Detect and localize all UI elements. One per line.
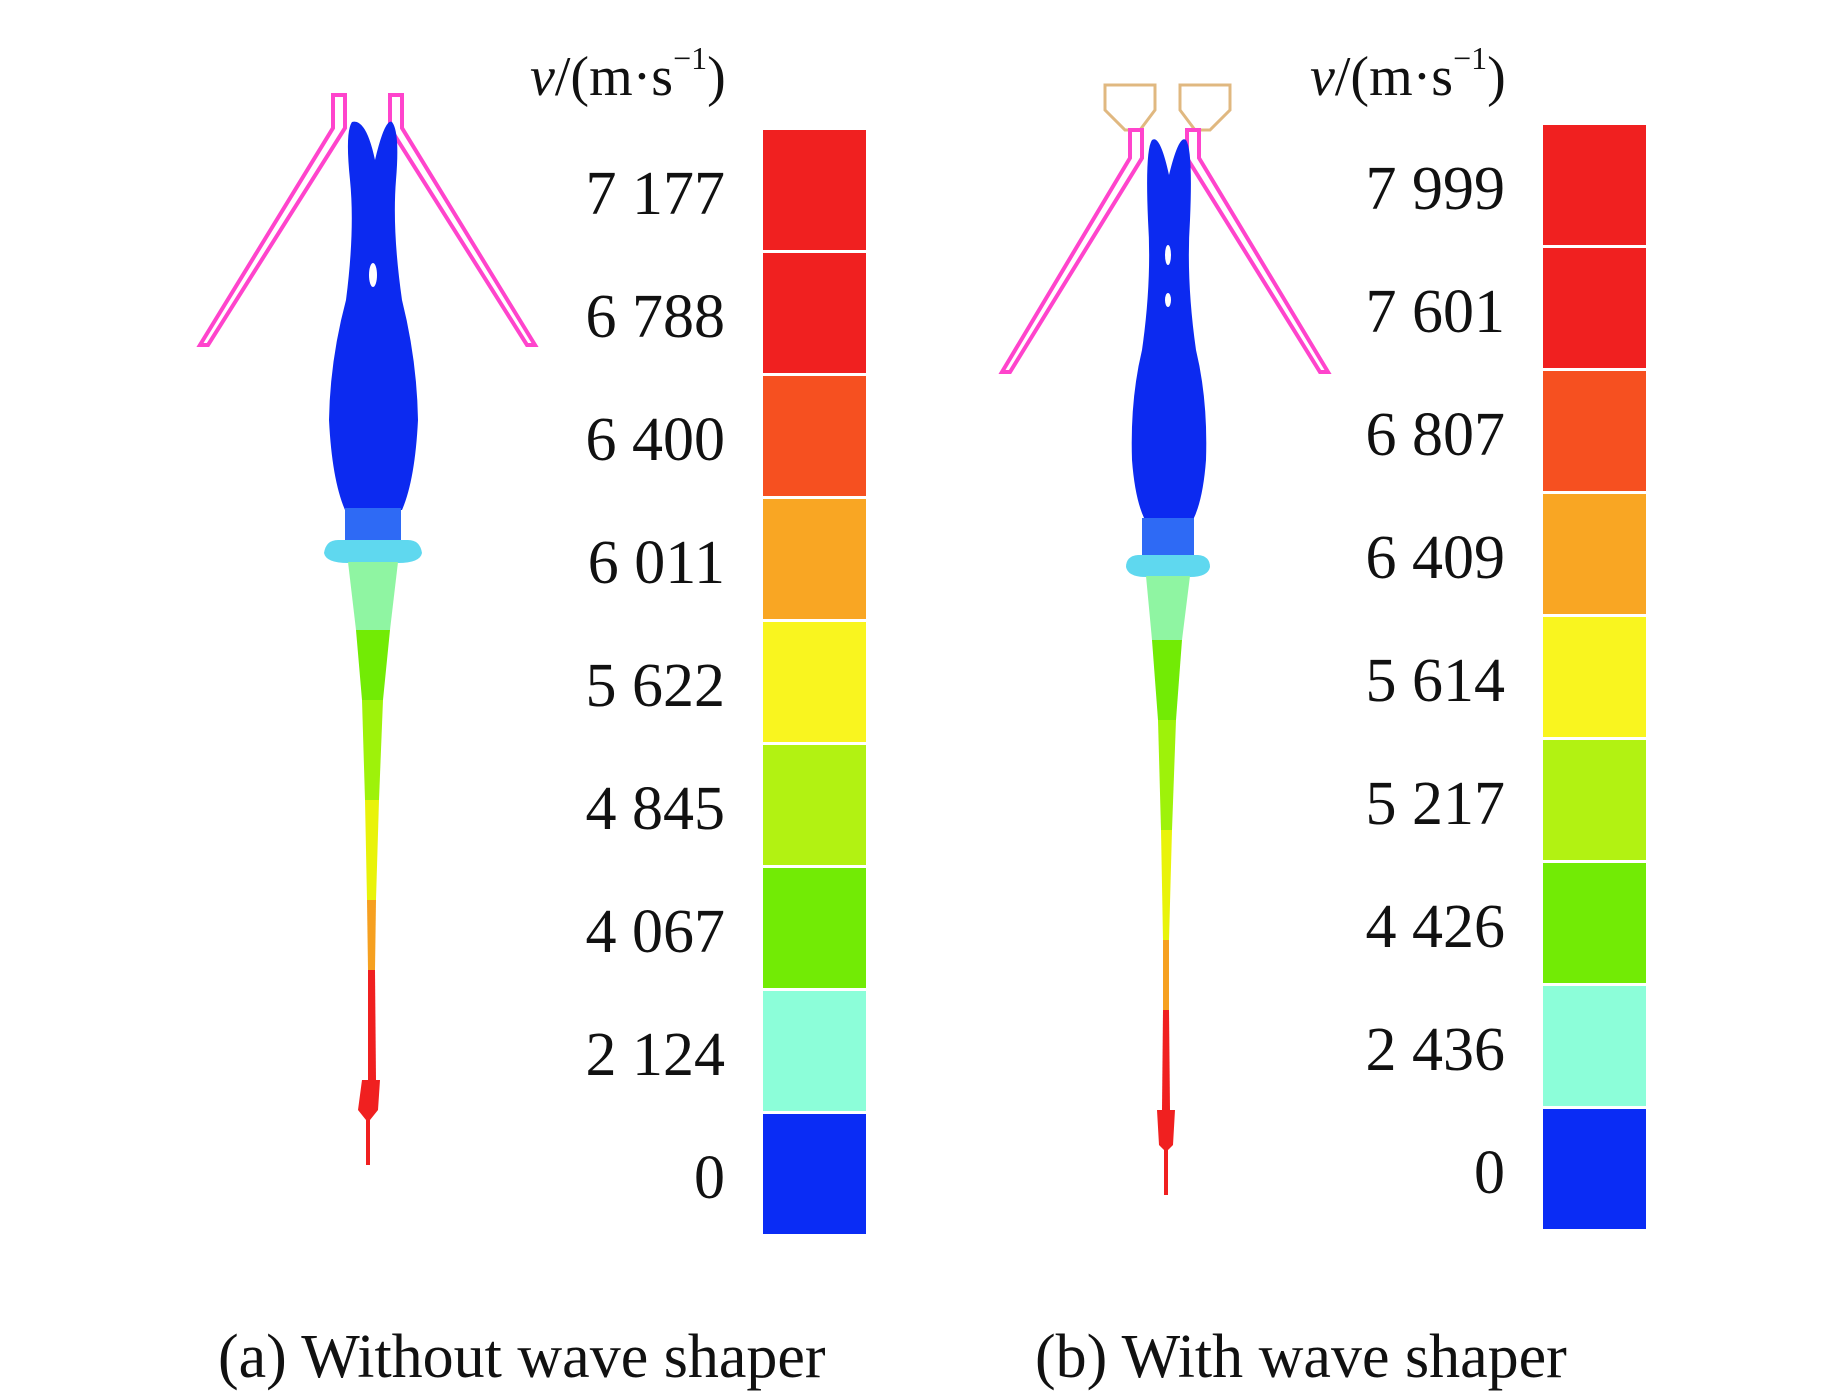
velocity-unit-label: v/(m·s−1) [530,40,726,108]
legend-label: 0 [694,1144,725,1212]
legend-label: 6 400 [585,406,726,474]
legend-label: 2 124 [585,1021,726,1089]
color-scale [763,130,866,1237]
legend-swatch [763,499,866,622]
legend-label: 7 601 [1365,278,1506,346]
legend-swatch [763,622,866,745]
legend-swatch [763,991,866,1114]
legend-swatch [1543,494,1646,617]
legend-label: 7 177 [585,160,726,228]
legend-swatch [1543,617,1646,740]
legend-swatch [763,868,866,991]
panel-without-wave-shaper: v/(m·s−1) 7 177 6 788 6 400 6 011 5 622 4 845… [0,0,900,1391]
legend-label: 4 426 [1365,893,1506,961]
legend-swatch [1543,1109,1646,1232]
jet-body [1126,139,1210,1195]
legend-swatch [1543,371,1646,494]
legend-label: 6 409 [1365,524,1506,592]
panel-caption: (a) Without wave shaper [218,1323,826,1391]
legend-label: 5 622 [585,652,726,720]
jet-body [324,121,422,1165]
color-scale [1543,125,1646,1232]
legend-label: 6 807 [1365,401,1506,469]
jet-velocity-contour-b [998,83,1332,1195]
legend-swatch [1543,986,1646,1109]
legend-swatch [763,745,866,868]
legend-swatch [1543,125,1646,248]
legend-swatch [1543,248,1646,371]
legend-label: 6 011 [587,529,725,597]
legend-label: 4 067 [585,898,726,966]
legend-label: 0 [1474,1139,1505,1207]
panel-with-wave-shaper: v/(m·s−1) 7 999 7 601 6 807 6 409 5 614 5 217… [780,0,1680,1391]
jet-velocity-contour-a [196,93,539,1165]
velocity-unit-label: v/(m·s−1) [1310,40,1506,108]
wave-shaper-outline [1103,83,1232,132]
legend-swatch [763,253,866,376]
legend-label: 4 845 [585,775,726,843]
legend-swatch [763,376,866,499]
panel-caption: (b) With wave shaper [1035,1323,1567,1391]
legend-label: 2 436 [1365,1016,1506,1084]
legend-swatch [763,1114,866,1237]
legend-label: 7 999 [1365,155,1506,223]
legend-swatch [1543,740,1646,863]
legend-swatch [763,130,866,253]
legend-label: 5 217 [1365,770,1506,838]
legend-label: 5 614 [1365,647,1506,715]
legend-swatch [1543,863,1646,986]
legend-label: 6 788 [585,283,726,351]
